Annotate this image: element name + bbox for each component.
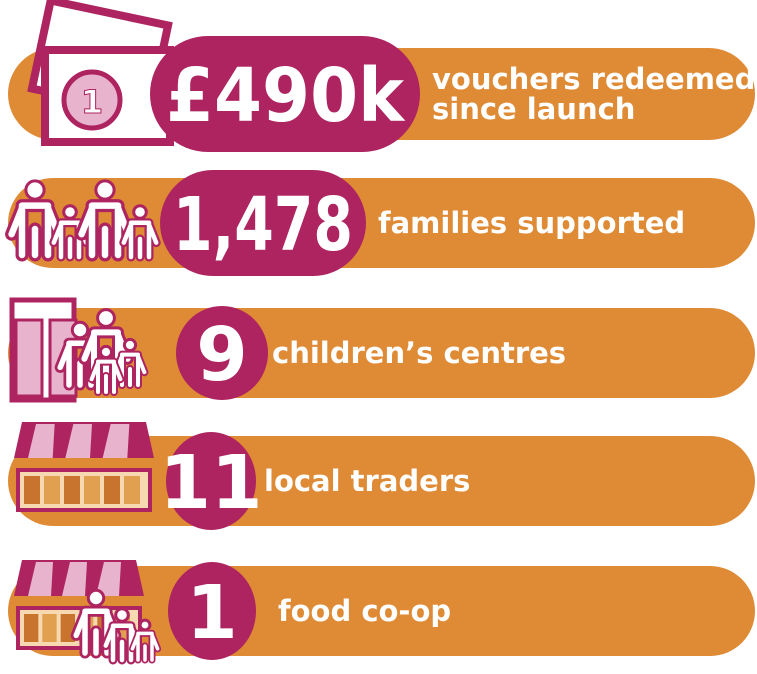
awning-stripe bbox=[65, 424, 92, 458]
person-head bbox=[122, 337, 138, 353]
person-head bbox=[138, 618, 152, 632]
produce bbox=[24, 476, 40, 504]
person-head bbox=[132, 204, 148, 220]
value-pill bbox=[176, 306, 268, 400]
person-fill bbox=[113, 352, 147, 387]
stat-label: children’s centres bbox=[272, 336, 566, 370]
person-fill bbox=[8, 202, 62, 259]
person-head bbox=[24, 179, 46, 201]
stat-label: families supported bbox=[378, 206, 685, 240]
voucher-number: 1 bbox=[81, 83, 103, 121]
value-pill bbox=[166, 432, 256, 530]
person-fill bbox=[57, 340, 103, 388]
person-fill bbox=[78, 202, 132, 259]
stat-value: £490k bbox=[166, 53, 406, 139]
person-head bbox=[70, 320, 90, 340]
person-head bbox=[98, 344, 114, 360]
stat-row: 11 local traders bbox=[8, 422, 755, 530]
stat-row: 1 food co-op bbox=[8, 560, 755, 665]
stat-value: 9 bbox=[196, 312, 248, 398]
stat-label: vouchers redeemed bbox=[432, 62, 755, 96]
stat-label: since launch bbox=[432, 92, 635, 126]
voucher-seal bbox=[61, 69, 123, 131]
stat-value: 1,478 bbox=[173, 182, 353, 268]
awning-stripe bbox=[28, 424, 55, 458]
produce bbox=[42, 614, 57, 642]
produce bbox=[24, 614, 39, 642]
door bbox=[14, 318, 44, 398]
produce bbox=[64, 476, 80, 504]
produce bbox=[44, 476, 60, 504]
person-fill bbox=[121, 220, 159, 260]
produce bbox=[84, 476, 100, 504]
person-head bbox=[94, 179, 116, 201]
awning-stripe bbox=[62, 562, 87, 596]
stat-row: 9 children’s centres bbox=[8, 297, 755, 403]
stat-label: food co-op bbox=[278, 594, 451, 628]
stat-row: 1,478 families supported bbox=[5, 170, 755, 276]
value-pill bbox=[168, 562, 256, 660]
value-pill bbox=[150, 36, 420, 152]
stat-value: 11 bbox=[160, 440, 263, 526]
awning-stripe bbox=[96, 562, 121, 596]
person-head bbox=[96, 308, 116, 328]
produce bbox=[124, 476, 140, 504]
person-head bbox=[86, 588, 106, 608]
person-fill bbox=[51, 220, 89, 260]
person-fill bbox=[130, 631, 160, 662]
person-fill bbox=[81, 329, 131, 381]
awning-stripe bbox=[28, 562, 53, 596]
person-fill bbox=[73, 608, 119, 656]
person-fill bbox=[89, 359, 123, 394]
produce bbox=[104, 476, 120, 504]
awning-stripe bbox=[102, 424, 130, 458]
person-head bbox=[114, 607, 130, 623]
person-fill bbox=[103, 623, 141, 663]
person-head bbox=[62, 204, 78, 220]
stat-label: local traders bbox=[264, 464, 470, 498]
stat-value: 1 bbox=[186, 570, 238, 656]
value-pill bbox=[160, 170, 366, 276]
